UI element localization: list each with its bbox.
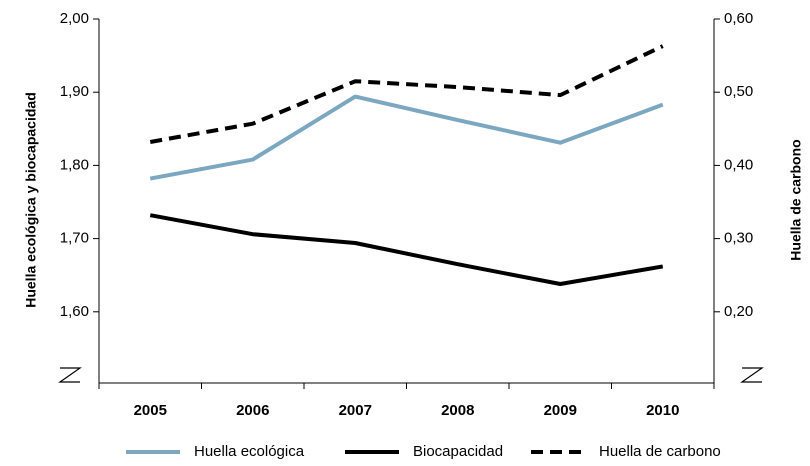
x-tick-label: 2006 [236, 402, 269, 419]
y-tick-label: 1,60 [60, 303, 89, 320]
y-tick-label: 1,80 [60, 156, 89, 173]
line-series [149, 94, 664, 181]
x-tick-label: 2005 [134, 402, 167, 419]
y2-tick-label: 0,30 [724, 230, 753, 247]
x-tick-label: 2010 [646, 402, 679, 419]
y2-tick-label: 0,20 [724, 303, 753, 320]
x-tick-label: 2007 [339, 402, 372, 419]
legend-label: Huella ecológica [194, 443, 305, 460]
y2-axis-title: Huella de carbono [788, 139, 804, 260]
y2-tick-label: 0,50 [724, 83, 753, 100]
y-tick-label: 1,70 [60, 230, 89, 247]
y-tick-label: 1,90 [60, 83, 89, 100]
x-tick-label: 2009 [544, 402, 577, 419]
line-series [149, 213, 664, 286]
y-axis-title: Huella ecológica y biocapacidad [23, 92, 39, 308]
legend-label: Huella de carbono [599, 443, 721, 460]
line-series [149, 44, 664, 144]
axis-break [58, 367, 82, 383]
y-tick-label: 2,00 [60, 10, 89, 27]
legend-label: Biocapacidad [413, 443, 503, 460]
y2-tick-label: 0,40 [724, 156, 753, 173]
x-tick-label: 2008 [441, 402, 474, 419]
axis-break [740, 367, 764, 383]
y2-tick-label: 0,60 [724, 10, 753, 27]
